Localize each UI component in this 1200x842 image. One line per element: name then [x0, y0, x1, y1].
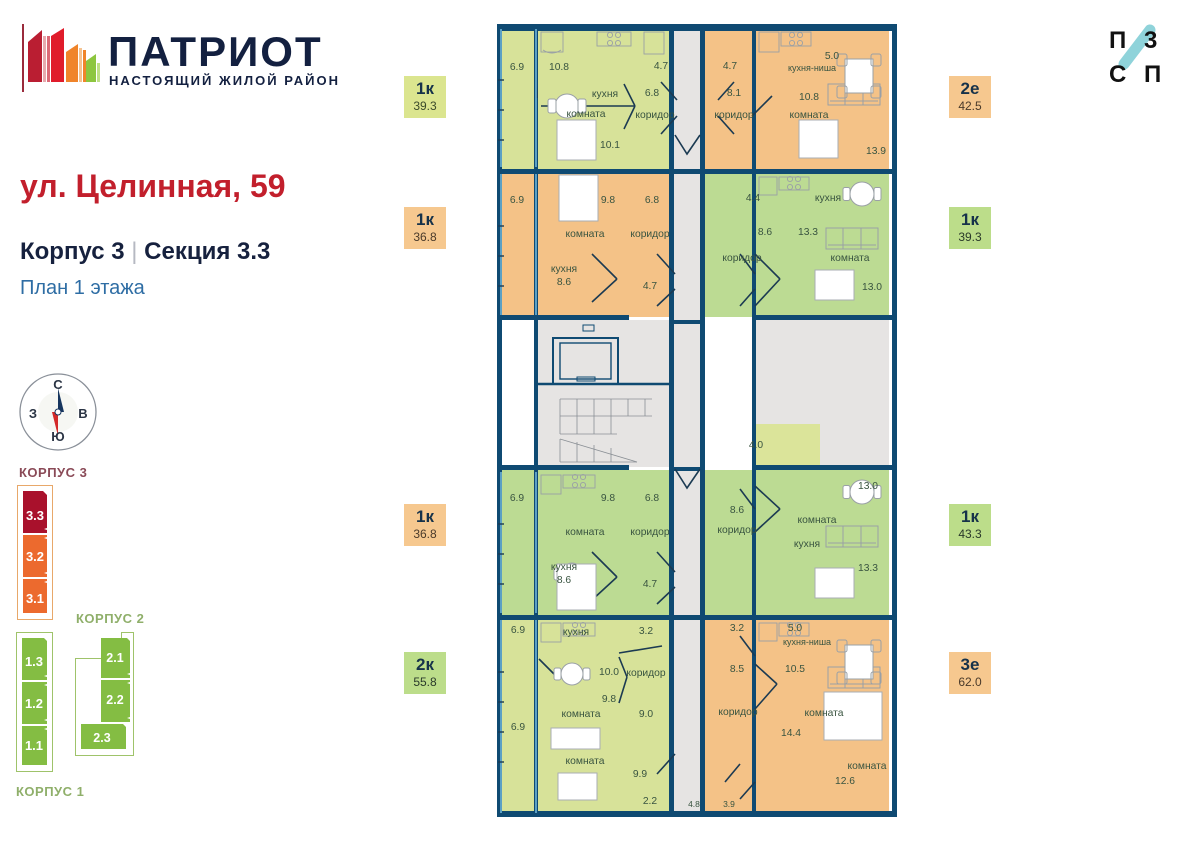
- svg-text:кухня: кухня: [592, 89, 618, 100]
- svg-text:кухня-ниша: кухня-ниша: [788, 63, 836, 73]
- svg-text:кухня: кухня: [551, 264, 577, 275]
- svg-text:10.8: 10.8: [799, 92, 819, 103]
- svg-text:10.5: 10.5: [785, 664, 805, 675]
- svg-text:4.7: 4.7: [643, 579, 658, 590]
- svg-text:13.0: 13.0: [858, 481, 878, 492]
- svg-text:кухня: кухня: [794, 539, 820, 550]
- svg-text:коридор: коридор: [635, 110, 675, 121]
- svg-text:10.8: 10.8: [549, 62, 569, 73]
- svg-text:13.3: 13.3: [798, 227, 818, 238]
- svg-text:9.8: 9.8: [602, 694, 617, 705]
- svg-text:кухня: кухня: [563, 627, 589, 638]
- svg-text:6.9: 6.9: [510, 195, 525, 206]
- svg-text:8.5: 8.5: [730, 664, 745, 675]
- svg-text:коридор: коридор: [714, 110, 754, 121]
- svg-text:8.6: 8.6: [557, 277, 572, 288]
- svg-text:6.8: 6.8: [645, 195, 660, 206]
- svg-text:комната: комната: [805, 708, 844, 719]
- svg-text:комната: комната: [566, 229, 605, 240]
- svg-text:8.1: 8.1: [727, 88, 742, 99]
- svg-text:4.8: 4.8: [688, 799, 700, 809]
- svg-text:3.2: 3.2: [730, 623, 745, 634]
- svg-text:кухня: кухня: [551, 562, 577, 573]
- svg-text:6.9: 6.9: [510, 62, 525, 73]
- svg-text:14.4: 14.4: [781, 728, 801, 739]
- svg-text:коридор: коридор: [718, 707, 758, 718]
- svg-text:коридор: коридор: [722, 253, 762, 264]
- svg-text:13.3: 13.3: [858, 563, 878, 574]
- svg-text:комната: комната: [566, 756, 605, 767]
- svg-text:3.2: 3.2: [639, 626, 654, 637]
- svg-text:комната: комната: [848, 761, 887, 772]
- svg-text:коридор: коридор: [717, 525, 757, 536]
- svg-text:4.7: 4.7: [654, 61, 669, 72]
- svg-text:комната: комната: [566, 527, 605, 538]
- svg-text:6.9: 6.9: [511, 722, 526, 733]
- svg-text:4.7: 4.7: [643, 281, 658, 292]
- svg-text:13.0: 13.0: [862, 282, 882, 293]
- svg-text:8.6: 8.6: [730, 505, 745, 516]
- svg-text:12.6: 12.6: [835, 776, 855, 787]
- svg-text:9.8: 9.8: [601, 493, 616, 504]
- svg-text:9.0: 9.0: [639, 709, 654, 720]
- svg-text:8.6: 8.6: [557, 575, 572, 586]
- svg-text:5.0: 5.0: [788, 623, 803, 634]
- svg-text:комната: комната: [798, 515, 837, 526]
- svg-text:6.9: 6.9: [511, 625, 526, 636]
- svg-text:9.9: 9.9: [633, 769, 648, 780]
- svg-text:4.7: 4.7: [723, 61, 738, 72]
- svg-text:кухня-ниша: кухня-ниша: [783, 637, 831, 647]
- svg-text:кухня: кухня: [815, 193, 841, 204]
- svg-text:10.0: 10.0: [599, 667, 619, 678]
- svg-text:8.6: 8.6: [758, 227, 773, 238]
- svg-text:коридор: коридор: [626, 668, 666, 679]
- svg-text:комната: комната: [567, 109, 606, 120]
- svg-text:4.4: 4.4: [746, 193, 761, 204]
- svg-text:6.8: 6.8: [645, 88, 660, 99]
- svg-text:3.9: 3.9: [723, 799, 735, 809]
- svg-text:5.0: 5.0: [825, 51, 840, 62]
- svg-text:2.2: 2.2: [643, 796, 658, 807]
- svg-text:4.0: 4.0: [749, 440, 764, 451]
- svg-text:комната: комната: [562, 709, 601, 720]
- svg-text:6.9: 6.9: [510, 493, 525, 504]
- svg-text:комната: комната: [831, 253, 870, 264]
- svg-text:10.1: 10.1: [600, 140, 620, 151]
- svg-text:коридор: коридор: [630, 229, 670, 240]
- svg-text:6.8: 6.8: [645, 493, 660, 504]
- svg-text:13.9: 13.9: [866, 146, 886, 157]
- svg-text:9.8: 9.8: [601, 195, 616, 206]
- svg-text:комната: комната: [790, 110, 829, 121]
- svg-text:коридор: коридор: [630, 527, 670, 538]
